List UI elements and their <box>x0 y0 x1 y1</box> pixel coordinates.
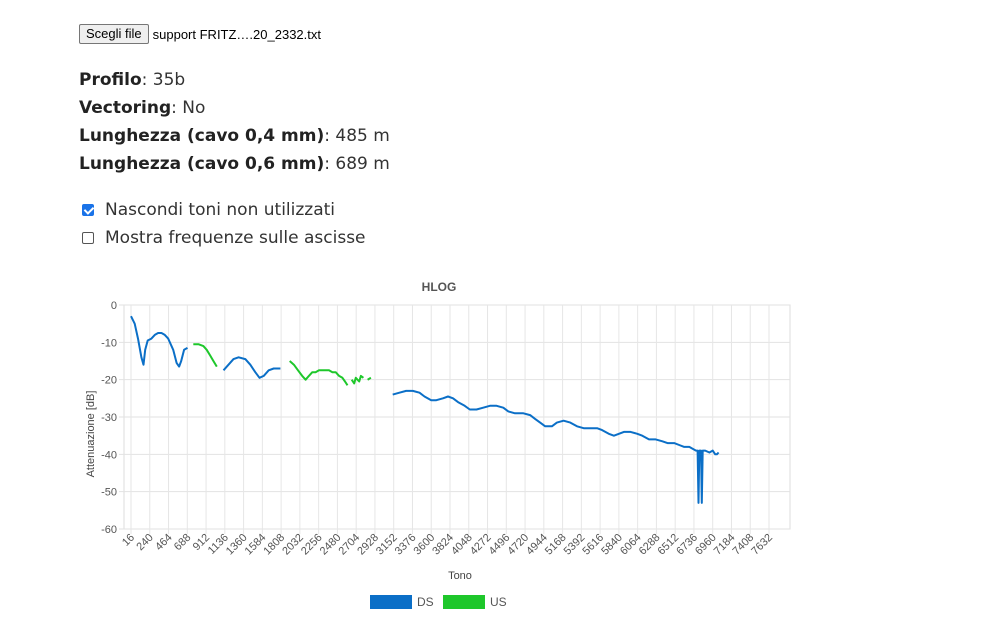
y-tick-label: -30 <box>101 412 117 424</box>
x-tick-label: 464 <box>153 532 174 553</box>
info-label: Lunghezza (cavo 0,4 mm) <box>79 126 325 146</box>
x-tick-label: 240 <box>134 532 155 553</box>
x-tick-label: 7632 <box>749 532 775 558</box>
series-line-ds <box>222 356 281 379</box>
options: Nascondi toni non utilizzati Mostra freq… <box>82 196 366 252</box>
selected-file-name: support FRITZ….20_2332.txt <box>152 26 321 42</box>
y-tick-label: -50 <box>101 487 117 499</box>
info-vectoring: Vectoring: No <box>79 98 206 118</box>
series-line-us <box>193 343 218 368</box>
x-tick-label: 688 <box>172 532 193 553</box>
series-line-ds <box>392 389 720 504</box>
info-label: Lunghezza (cavo 0,6 mm) <box>79 154 325 174</box>
info-label: Profilo <box>79 70 142 90</box>
legend-swatch-ds <box>370 595 412 609</box>
hlog-chart: 0-10-20-30-40-50-60162404646889121136136… <box>85 280 791 609</box>
x-axis-label: Tono <box>448 570 472 582</box>
info-value: 485 m <box>335 126 390 146</box>
y-tick-label: -20 <box>101 375 117 387</box>
info-value: 35b <box>152 70 186 90</box>
series-line-us <box>350 374 365 385</box>
legend-label-us: US <box>490 595 507 609</box>
chart-title: HLOG <box>422 280 457 294</box>
option-label: Mostra frequenze sulle ascisse <box>105 228 366 248</box>
hide-unused-tones-checkbox[interactable] <box>82 204 94 216</box>
y-tick-label: 0 <box>111 300 117 312</box>
y-tick-label: -10 <box>101 337 117 349</box>
file-picker: Scegli file support FRITZ….20_2332.txt <box>79 24 321 44</box>
chart-grid <box>119 304 791 534</box>
info-label: Vectoring <box>79 98 172 118</box>
info-value: No <box>182 98 206 118</box>
info-length-04: Lunghezza (cavo 0,4 mm): 485 m <box>79 126 390 146</box>
chart-legend: DS US <box>370 595 507 609</box>
series-line-ds <box>130 315 188 368</box>
y-tick-label: -40 <box>101 449 117 461</box>
chart-series <box>130 315 720 504</box>
y-axis-label: Attenuazione [dB] <box>85 391 97 478</box>
chart-axes: 0-10-20-30-40-50-60162404646889121136136… <box>101 300 775 557</box>
show-frequencies-checkbox[interactable] <box>82 232 94 244</box>
option-hide-unused-tones[interactable]: Nascondi toni non utilizzati <box>82 196 366 224</box>
x-tick-label: 16 <box>120 532 137 549</box>
option-label: Nascondi toni non utilizzati <box>105 200 336 220</box>
series-line-us <box>289 360 349 386</box>
info-value: 689 m <box>335 154 390 174</box>
legend-label-ds: DS <box>417 595 434 609</box>
choose-file-button[interactable]: Scegli file <box>79 24 149 44</box>
info-profile: Profilo: 35b <box>79 70 186 90</box>
option-show-frequencies[interactable]: Mostra frequenze sulle ascisse <box>82 224 366 252</box>
y-tick-label: -60 <box>101 524 117 536</box>
series-line-us <box>367 376 372 381</box>
line-info: Profilo: 35b Vectoring: No Lunghezza (ca… <box>79 66 390 178</box>
info-length-06: Lunghezza (cavo 0,6 mm): 689 m <box>79 154 390 174</box>
legend-swatch-us <box>443 595 485 609</box>
